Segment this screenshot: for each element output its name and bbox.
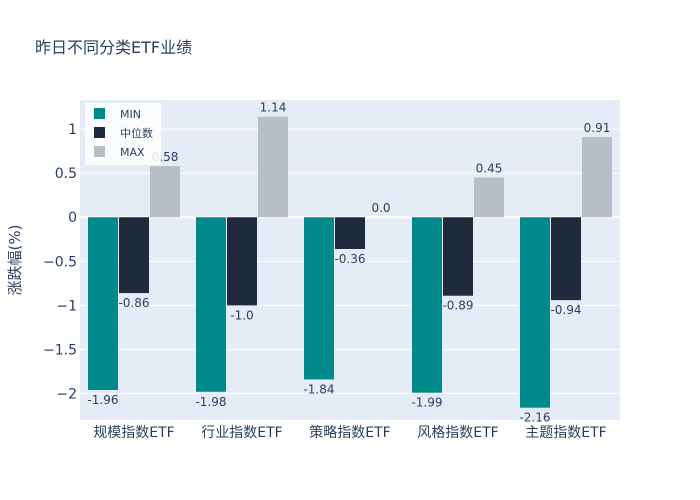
- x-axis-ticks: 规模指数ETF 行业指数ETF 策略指数ETF 风格指数ETF 主题指数ETF: [93, 424, 606, 441]
- legend-entry[interactable]: 中位数: [120, 126, 153, 140]
- bar: [150, 166, 180, 218]
- bar: [88, 217, 118, 391]
- y-tick-label: −1.5: [43, 342, 77, 358]
- legend-entry[interactable]: MAX: [120, 146, 145, 159]
- data-labels: -1.96-0.860.58-1.98-1.01.14-1.84-0.360.0…: [87, 101, 610, 425]
- y-tick-label: −2: [56, 387, 77, 403]
- data-label: -0.94: [550, 303, 581, 317]
- bar: [335, 217, 365, 249]
- data-label: 0.45: [476, 162, 503, 176]
- data-label: 0.0: [371, 201, 390, 215]
- bar: [520, 217, 550, 408]
- legend-swatch[interactable]: [94, 127, 105, 138]
- data-label: -2.16: [519, 411, 550, 425]
- data-label: 0.91: [584, 121, 611, 135]
- bar: [551, 217, 581, 301]
- bar: [227, 217, 257, 306]
- x-tick-label: 主题指数ETF: [525, 425, 606, 441]
- chart-title: 昨日不同分类ETF业绩: [35, 38, 193, 57]
- y-axis-label: 涨跌幅(%): [6, 225, 24, 296]
- data-label: -1.84: [303, 382, 334, 396]
- bar: [412, 217, 442, 393]
- x-tick-label: 规模指数ETF: [93, 425, 174, 441]
- data-label: 1.14: [260, 101, 287, 115]
- data-label: -0.86: [118, 296, 149, 310]
- legend-swatch[interactable]: [94, 146, 105, 157]
- y-axis-ticks: 1 0.5 0 −0.5 −1 −1.5 −2: [43, 122, 77, 402]
- legend[interactable]: MIN 中位数 MAX: [85, 103, 161, 165]
- y-tick-label: −1: [56, 298, 77, 314]
- legend-entry[interactable]: MIN: [120, 108, 141, 121]
- data-label: -0.89: [442, 299, 473, 313]
- bar: [474, 177, 504, 218]
- x-tick-label: 行业指数ETF: [201, 425, 282, 441]
- data-label: -1.96: [87, 393, 118, 407]
- legend-swatch[interactable]: [94, 108, 105, 119]
- bar: [582, 137, 612, 218]
- y-tick-label: −0.5: [43, 254, 77, 270]
- y-tick-label: 0: [68, 210, 77, 226]
- data-label: -1.98: [195, 395, 226, 409]
- bar: [196, 217, 226, 392]
- data-label: -1.0: [230, 308, 253, 322]
- y-tick-label: 0.5: [55, 166, 77, 182]
- bar: [258, 116, 288, 218]
- x-tick-label: 策略指数ETF: [309, 424, 390, 441]
- x-tick-label: 风格指数ETF: [417, 425, 498, 441]
- bar: [119, 217, 149, 294]
- bar: [304, 217, 334, 380]
- y-tick-label: 1: [68, 122, 77, 138]
- data-label: -0.36: [334, 252, 365, 266]
- bars: [88, 116, 612, 408]
- data-label: -1.99: [411, 396, 442, 410]
- bar: [443, 217, 473, 296]
